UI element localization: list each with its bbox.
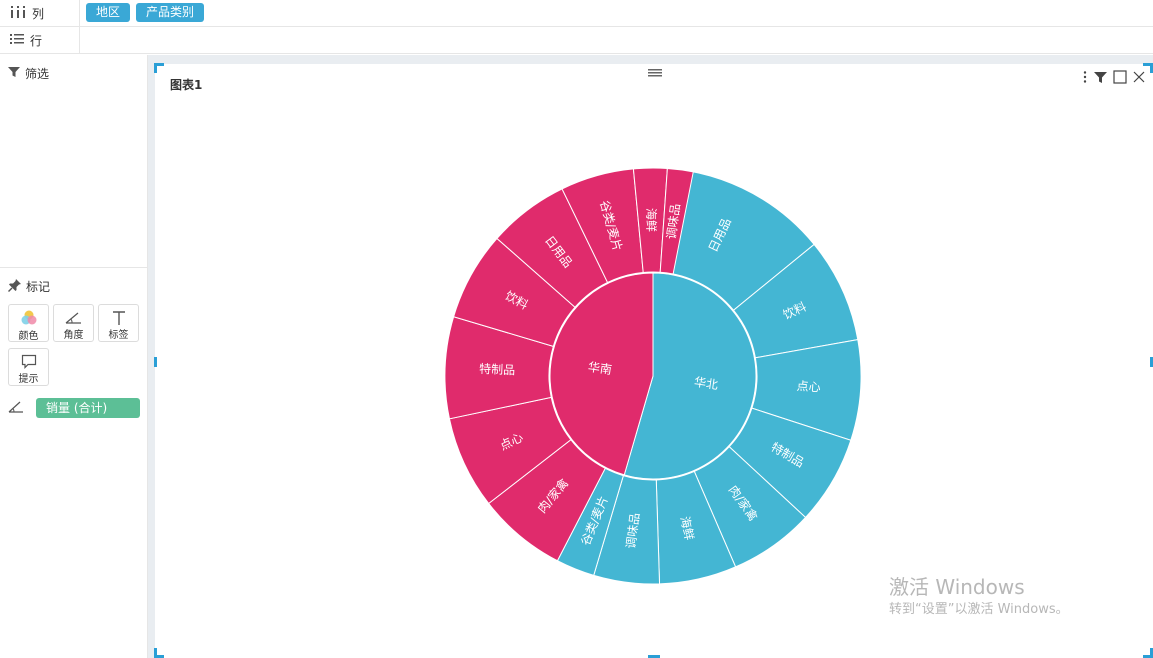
- watermark-line1: 激活 Windows: [889, 575, 1025, 599]
- columns-shelf-header: 列: [0, 0, 80, 26]
- text-icon: [111, 309, 127, 326]
- outer-slice-label-10: 特制品: [479, 361, 516, 377]
- outer-slice-label-6: 调味品: [624, 512, 643, 550]
- watermark-line2: 转到“设置”以激活 Windows。: [889, 602, 1069, 617]
- angle-icon: [65, 309, 83, 326]
- filter-funnel-icon[interactable]: [1094, 71, 1107, 87]
- left-panel: 筛选 标记 颜色 角度 标签: [0, 55, 148, 658]
- rows-label: 行: [30, 33, 43, 48]
- resize-handle-bottom[interactable]: [648, 655, 660, 658]
- resize-handle-bottom-right[interactable]: [1143, 648, 1153, 658]
- angle-button[interactable]: 角度: [53, 304, 94, 342]
- outer-slice-label-2: 点心: [796, 379, 821, 395]
- label-button-label: 标签: [108, 330, 129, 341]
- sales-sum-pill[interactable]: 销量 (合计): [36, 398, 140, 418]
- more-icon[interactable]: [1082, 70, 1088, 87]
- maximize-icon[interactable]: [1113, 70, 1127, 87]
- filter-icon: [8, 66, 20, 81]
- chart-title: 图表1: [170, 78, 203, 92]
- color-button-label: 颜色: [18, 331, 39, 342]
- rows-shelf-header: 行: [0, 27, 80, 53]
- close-icon[interactable]: [1133, 71, 1145, 86]
- columns-shelf: 列 地区 产品类别: [0, 0, 1153, 27]
- rows-shelf: 行: [0, 27, 1153, 54]
- rows-icon: [10, 33, 24, 48]
- card-toolbar: [1082, 70, 1145, 87]
- filter-title: 筛选: [25, 67, 50, 81]
- outer-slice-label-14: 海鲜: [644, 208, 659, 232]
- color-button[interactable]: 颜色: [8, 304, 49, 342]
- filter-section[interactable]: 筛选: [0, 55, 147, 268]
- speech-bubble-icon: [21, 353, 37, 370]
- inner-slice-label-south: 华南: [587, 359, 613, 377]
- resize-handle-top-left[interactable]: [154, 63, 164, 73]
- angle-button-label: 角度: [63, 330, 84, 341]
- inner-slice-label-north: 华北: [693, 375, 719, 392]
- columns-pill-category[interactable]: 产品类别: [136, 3, 205, 22]
- resize-handle-right[interactable]: [1150, 357, 1153, 367]
- resize-handle-left[interactable]: [154, 357, 157, 367]
- windows-activation-watermark: 激活 Windows 转到“设置”以激活 Windows。: [889, 574, 1069, 620]
- angle-field-icon: [8, 401, 24, 416]
- columns-label: 列: [32, 6, 45, 21]
- tooltip-button[interactable]: 提示: [8, 348, 49, 386]
- outer-slice-label-5: 海鲜: [678, 515, 698, 542]
- tooltip-button-label: 提示: [18, 374, 39, 385]
- marks-section: 标记 颜色 角度 标签 提示: [0, 268, 147, 658]
- outer-slice-label-15: 调味品: [664, 203, 683, 241]
- label-button[interactable]: 标签: [98, 304, 139, 342]
- angle-field-row: 销量 (合计): [8, 398, 140, 418]
- outer-slice-south-15[interactable]: [659, 167, 694, 275]
- pin-icon: [8, 278, 21, 295]
- resize-handle-bottom-left[interactable]: [154, 648, 164, 658]
- color-icon: [20, 309, 38, 327]
- outer-slice-north-0[interactable]: [652, 167, 815, 311]
- marks-title: 标记: [26, 280, 51, 294]
- resize-handle-top-right[interactable]: [1143, 63, 1153, 73]
- columns-icon: [10, 5, 26, 21]
- columns-pill-region[interactable]: 地区: [86, 3, 131, 22]
- drag-handle-icon[interactable]: [648, 66, 662, 80]
